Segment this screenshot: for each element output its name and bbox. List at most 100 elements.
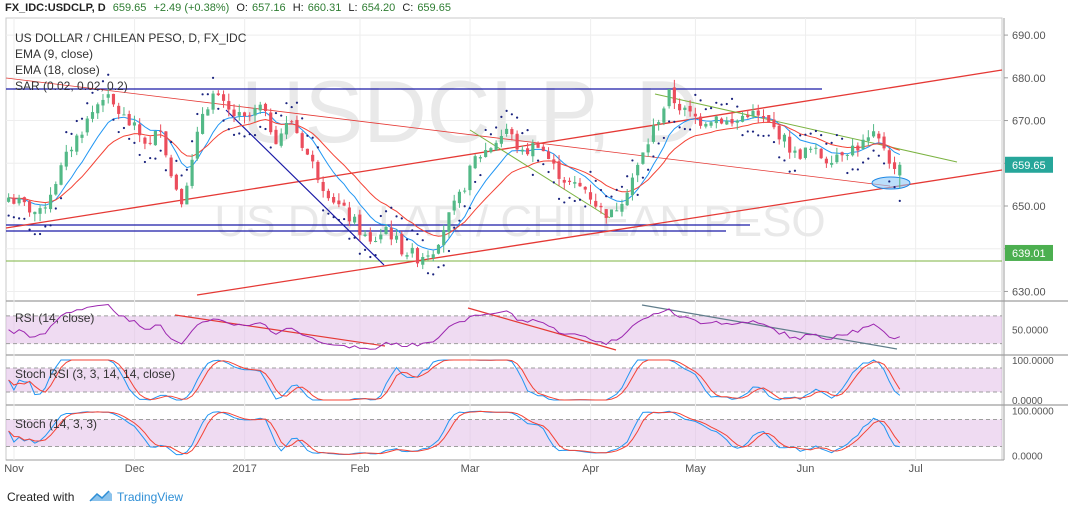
candle-body bbox=[683, 107, 687, 110]
candle-body bbox=[457, 191, 462, 204]
candle-body bbox=[489, 148, 493, 153]
sar-dot bbox=[631, 159, 634, 162]
time-tick-label: Mar bbox=[461, 463, 480, 475]
sar-dot bbox=[673, 120, 676, 123]
stoch-pane-label[interactable]: Stoch (14, 3, 3) bbox=[15, 417, 98, 431]
trend-line bbox=[225, 109, 385, 266]
candle-body bbox=[180, 188, 184, 205]
oscillator-tick-label: 100.0000 bbox=[1012, 407, 1054, 418]
legend-ema9[interactable]: EMA (9, close) bbox=[15, 47, 94, 61]
candle-body bbox=[505, 128, 509, 134]
candle-body bbox=[468, 165, 472, 191]
rsi-pane-label[interactable]: RSI (14, close) bbox=[15, 311, 95, 325]
sar-dot bbox=[327, 212, 330, 215]
sar-dot bbox=[112, 118, 115, 121]
candle-body bbox=[630, 177, 635, 196]
low-value: 654.20 bbox=[361, 2, 396, 14]
candle-body bbox=[384, 226, 388, 234]
candle-body bbox=[599, 205, 603, 208]
candle-body bbox=[541, 146, 545, 152]
sar-dot bbox=[379, 214, 382, 218]
sar-dot bbox=[128, 137, 131, 140]
sar-dot bbox=[107, 73, 110, 76]
candle-body bbox=[111, 93, 116, 105]
candle-body bbox=[725, 120, 729, 125]
sar-dot bbox=[447, 249, 451, 253]
main-legend: US DOLLAR / CHILEAN PESO, D, FX_IDC EMA … bbox=[15, 30, 246, 94]
high-label: H: bbox=[292, 2, 304, 14]
stochrsi-band bbox=[6, 368, 1002, 392]
sar-dot bbox=[23, 217, 26, 220]
candle-body bbox=[148, 142, 152, 144]
sar-dot bbox=[531, 173, 534, 176]
price-tick-label: 650.00 bbox=[1012, 201, 1046, 213]
sar-dot bbox=[311, 136, 314, 139]
candle-body bbox=[856, 145, 860, 151]
sar-dot bbox=[18, 217, 21, 220]
candle-body bbox=[373, 241, 378, 243]
sar-dot bbox=[353, 236, 356, 239]
watermark-symbol: USDCLP, D bbox=[241, 62, 699, 161]
sar-dot bbox=[825, 142, 828, 145]
candle-body bbox=[290, 121, 294, 123]
candle-body bbox=[227, 101, 231, 110]
sar-dot bbox=[175, 159, 178, 162]
sar-dot bbox=[861, 161, 865, 164]
sar-dot bbox=[149, 156, 152, 160]
sar-dot bbox=[568, 196, 571, 199]
candle-body bbox=[190, 159, 194, 186]
legend-sar[interactable]: SAR (0.02, 0.02, 0.2) bbox=[15, 79, 128, 93]
oscillator-tick-label: 100.0000 bbox=[1012, 356, 1054, 367]
stochrsi-pane-label[interactable]: Stoch RSI (3, 3, 14, 14, close) bbox=[15, 367, 176, 381]
candle-body bbox=[892, 162, 897, 169]
sar-dot bbox=[715, 101, 718, 104]
candle-body bbox=[242, 112, 247, 117]
tradingview-brand[interactable]: TradingView bbox=[117, 490, 184, 504]
chart-canvas[interactable]: USDCLP, D US DOLLAR / CHILEAN PESO Nov Dec… bbox=[0, 0, 1068, 482]
time-tick-label: Dec bbox=[125, 463, 145, 475]
candle-body bbox=[840, 152, 844, 156]
sar-dot bbox=[835, 133, 838, 137]
candle-body bbox=[342, 202, 346, 206]
candle-body bbox=[358, 214, 362, 235]
sar-dot bbox=[584, 205, 587, 208]
tradingview-logo-icon[interactable] bbox=[88, 488, 114, 504]
candle-body bbox=[96, 104, 100, 114]
sar-dot bbox=[348, 237, 351, 240]
legend-ema18[interactable]: EMA (18, close) bbox=[15, 63, 100, 77]
sar-dot bbox=[322, 209, 325, 212]
high-value: 660.31 bbox=[307, 2, 342, 14]
sar-dot bbox=[44, 225, 47, 228]
sar-dot bbox=[49, 224, 52, 227]
sar-dot bbox=[201, 93, 204, 96]
sar-dot bbox=[190, 140, 194, 143]
candle-body bbox=[835, 154, 839, 163]
sar-dot bbox=[500, 115, 503, 118]
candle-body bbox=[221, 94, 226, 101]
sar-dot bbox=[222, 119, 225, 122]
sar-dot bbox=[872, 149, 875, 152]
sar-dot bbox=[12, 216, 15, 219]
symbol-label[interactable]: FX_IDC:USDCLP, D bbox=[5, 2, 106, 14]
sar-dot bbox=[510, 113, 513, 116]
price-tick-label: 670.00 bbox=[1012, 116, 1046, 128]
sar-dot bbox=[856, 168, 859, 171]
candle-body bbox=[153, 130, 157, 146]
candle-body bbox=[515, 133, 519, 150]
sar-dot bbox=[91, 91, 94, 94]
candle-body bbox=[447, 212, 451, 232]
sar-dot bbox=[369, 255, 372, 259]
price-label-box bbox=[1005, 244, 1053, 261]
candle-body bbox=[609, 209, 614, 218]
sar-dot bbox=[332, 216, 335, 219]
sar-dot bbox=[668, 120, 671, 123]
sar-dot bbox=[720, 103, 723, 106]
candle-body bbox=[80, 134, 84, 138]
sar-dot bbox=[164, 169, 167, 172]
candle-body bbox=[452, 200, 456, 211]
sar-dot bbox=[877, 154, 880, 157]
sar-dot bbox=[400, 217, 403, 220]
sar-dot bbox=[474, 180, 477, 184]
sar-dot bbox=[526, 129, 529, 132]
chart-header: FX_IDC:USDCLP, D 659.65 +2.49 (+0.38%) O… bbox=[0, 0, 1068, 16]
